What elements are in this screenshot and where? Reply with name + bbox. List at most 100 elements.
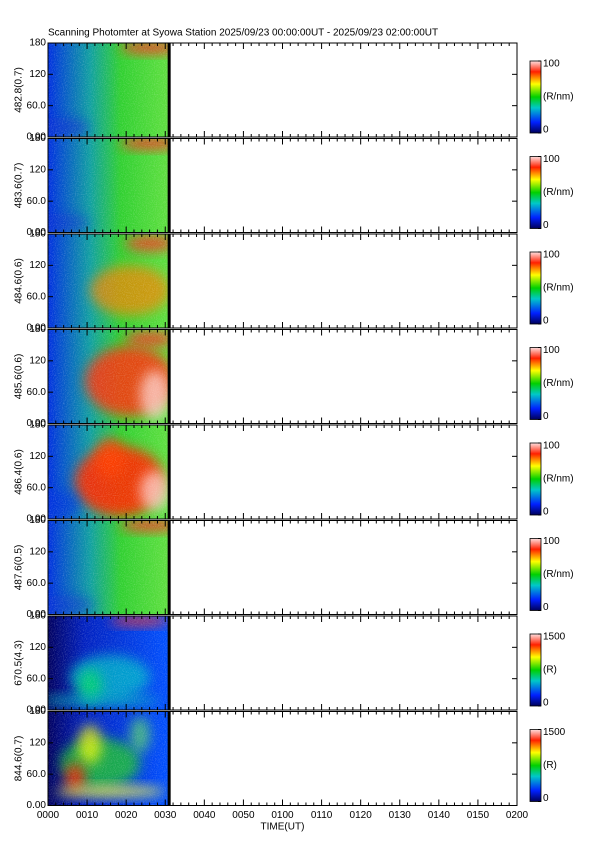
- y-tick-label: 0.00: [27, 514, 47, 525]
- data-end-line: [167, 520, 171, 615]
- data-end-line: [167, 43, 171, 137]
- colorbar-label: (R/nm): [543, 92, 574, 103]
- y-tick-label: 180: [29, 420, 46, 431]
- data-end-line: [167, 616, 171, 710]
- y-tick-label: 0.00: [27, 705, 47, 716]
- x-tick-label: 0110: [311, 810, 333, 821]
- colorbar-tick-label: 100: [543, 536, 560, 547]
- colorbar: [529, 60, 542, 134]
- colorbar-label: (R): [543, 760, 557, 771]
- colorbar-tick-label: 0: [543, 793, 549, 804]
- y-tick-label: 120: [29, 260, 46, 271]
- y-tick-label: 120: [29, 164, 46, 175]
- colorbar-tick-label: 100: [543, 345, 560, 356]
- x-tick-label: 0140: [428, 810, 451, 821]
- figure-title: Scanning Photomter at Syowa Station 2025…: [48, 28, 438, 39]
- panel: 0.00 60.0 120 180 484.6(0.6) 0 100 (R/nm): [14, 229, 574, 334]
- keogram-image: [48, 425, 170, 519]
- panel: 0.00 60.0 120 180 485.6(0.6) 0 100 (R/nm): [14, 324, 574, 429]
- y-tick-label: 180: [29, 515, 46, 526]
- x-tick-label: 0200: [506, 810, 529, 821]
- y-tick-label: 0.00: [27, 800, 47, 811]
- keogram-texture: [48, 520, 170, 615]
- keogram-texture: [48, 711, 170, 806]
- colorbar-tick-label: 100: [543, 59, 560, 70]
- colorbar-tick-label: 0: [543, 507, 549, 518]
- y-axis-label: 487.6(0.5): [14, 545, 25, 591]
- keogram-texture: [48, 616, 170, 710]
- colorbar-label: (R/nm): [543, 187, 574, 198]
- y-tick-label: 60.0: [27, 769, 47, 780]
- keogram-image: [48, 43, 170, 137]
- y-tick-label: 120: [29, 355, 46, 366]
- colorbar-tick-label: 100: [543, 250, 560, 261]
- colorbar-label: (R/nm): [543, 378, 574, 389]
- keogram-texture: [48, 329, 170, 424]
- keogram-image: [48, 616, 170, 710]
- y-tick-label: 0.00: [27, 323, 47, 334]
- y-tick-label: 120: [29, 642, 46, 653]
- y-tick-label: 60.0: [27, 196, 47, 207]
- keogram-image: [48, 520, 170, 615]
- y-axis-label: 483.6(0.7): [14, 163, 25, 209]
- panel: 0.00 60.0 120 180 844.6(0.7) 0000 0010 0020 0030…: [14, 706, 566, 821]
- colorbar-tick-label: 0: [543, 220, 549, 231]
- keogram-image: [48, 711, 170, 806]
- data-end-line: [167, 425, 171, 519]
- colorbar-tick-label: 1500: [543, 727, 566, 738]
- keogram-texture: [48, 43, 170, 137]
- y-tick-label: 60.0: [27, 100, 47, 111]
- colorbar: [529, 442, 542, 516]
- y-axis-label: 670.5(4.3): [14, 640, 25, 686]
- x-tick-label: 0100: [271, 810, 294, 821]
- y-tick-label: 0.00: [27, 609, 47, 620]
- keogram-image: [48, 138, 170, 233]
- colorbar-tick-label: 0: [543, 125, 549, 136]
- data-end-line: [167, 711, 171, 806]
- y-tick-label: 60.0: [27, 291, 47, 302]
- panel: 0.00 60.0 120 180 670.5(4.3) 0 1500 (R): [14, 611, 566, 716]
- panel: 0.00 60.0 120 180 483.6(0.7) 0 100 (R/nm): [14, 133, 574, 238]
- y-tick-label: 0.00: [27, 418, 47, 429]
- colorbar: [529, 538, 542, 611]
- y-tick-label: 120: [29, 451, 46, 462]
- x-tick-label: 0040: [193, 810, 216, 821]
- panel: 0.00 60.0 120 180 482.8(0.7) 0 100 (R/nm): [14, 38, 574, 143]
- colorbar-tick-label: 0: [543, 698, 549, 709]
- keogram-image: [48, 329, 170, 424]
- y-tick-label: 180: [29, 611, 46, 622]
- y-tick-label: 0.00: [27, 227, 47, 238]
- y-tick-label: 0.00: [27, 132, 47, 143]
- y-tick-label: 180: [29, 133, 46, 144]
- colorbar: [529, 347, 542, 420]
- y-tick-label: 120: [29, 737, 46, 748]
- y-tick-label: 180: [29, 706, 46, 717]
- colorbar-tick-label: 0: [543, 602, 549, 613]
- x-tick-label: 0130: [389, 810, 412, 821]
- panel: 0.00 60.0 120 180 486.4(0.6) 0 100 (R/nm): [14, 420, 574, 525]
- colorbar: [529, 156, 542, 229]
- keogram-texture: [48, 425, 170, 519]
- data-end-line: [167, 138, 171, 233]
- x-tick-label: 0020: [115, 810, 138, 821]
- data-end-line: [167, 234, 171, 328]
- colorbar-tick-label: 100: [543, 441, 560, 452]
- colorbar-tick-label: 0: [543, 411, 549, 422]
- x-axis-label: TIME(UT): [261, 822, 305, 833]
- colorbar: [529, 729, 542, 802]
- y-tick-label: 60.0: [27, 387, 47, 398]
- y-axis-label: 485.6(0.6): [14, 354, 25, 400]
- y-tick-label: 180: [29, 324, 46, 335]
- y-axis-label: 484.6(0.6): [14, 258, 25, 304]
- colorbar-tick-label: 0: [543, 316, 549, 327]
- colorbar-label: (R): [543, 665, 557, 676]
- x-tick-label: 0050: [232, 810, 255, 821]
- y-tick-label: 180: [29, 38, 46, 49]
- y-tick-label: 60.0: [27, 673, 47, 684]
- colorbar: [529, 251, 542, 325]
- colorbar-label: (R/nm): [543, 283, 574, 294]
- keogram-texture: [48, 138, 170, 233]
- y-axis-label: 844.6(0.7): [14, 736, 25, 782]
